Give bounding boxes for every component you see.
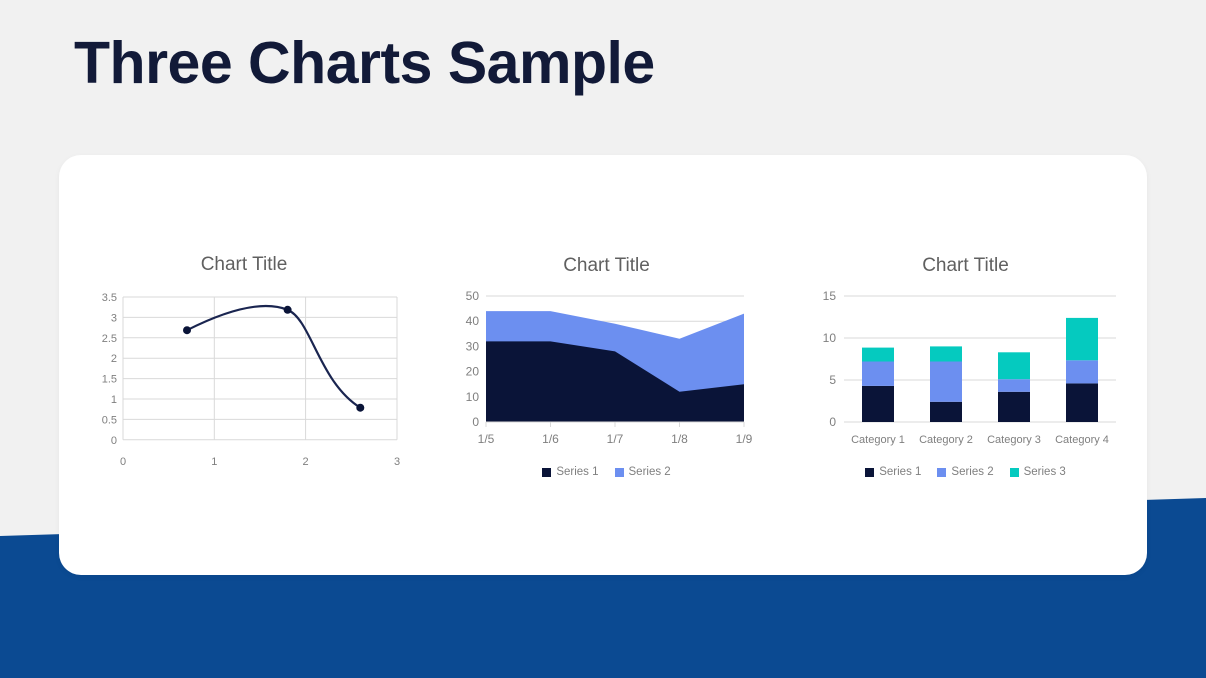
svg-text:30: 30 (466, 339, 480, 353)
chart-2-areas (486, 311, 744, 422)
svg-text:1/6: 1/6 (542, 432, 559, 446)
chart-3-x-tick-labels: Category 1 Category 2 Category 3 Categor… (851, 434, 1109, 446)
chart-2-legend: Series 1 Series 2 (429, 466, 784, 478)
svg-text:0: 0 (472, 415, 479, 429)
legend-label: Series 2 (628, 466, 671, 478)
svg-text:1/8: 1/8 (671, 432, 688, 446)
chart-2-x-tick-labels: 1/5 1/6 1/7 1/8 1/9 (478, 432, 753, 446)
bar-group (1066, 317, 1098, 422)
charts-card: Chart Title 3.5 3 2.5 2 1.5 1 0.5 0 (59, 155, 1147, 575)
legend-item[interactable]: Series 2 (614, 466, 671, 478)
svg-text:1/7: 1/7 (607, 432, 624, 446)
svg-text:2: 2 (303, 456, 309, 468)
svg-text:5: 5 (829, 373, 836, 387)
chart-2-title: Chart Title (563, 255, 650, 276)
chart-1-gridlines (122, 296, 398, 441)
legend-item[interactable]: Series 1 (542, 466, 599, 478)
svg-text:3.5: 3.5 (102, 292, 117, 304)
chart-1-x-axis: 0 1 2 3 (120, 456, 400, 468)
svg-text:2.5: 2.5 (102, 333, 117, 345)
chart-2-y-axis: 50 40 30 20 10 0 (466, 289, 480, 429)
svg-text:3: 3 (111, 312, 117, 324)
legend-swatch-icon (865, 467, 875, 477)
chart-3-plot: 15 10 5 0 (794, 286, 1144, 466)
svg-text:0.5: 0.5 (102, 414, 117, 426)
svg-text:Category 4: Category 4 (1055, 434, 1109, 446)
chart-1-series-1 (183, 304, 365, 412)
svg-text:0: 0 (829, 415, 836, 429)
legend-item[interactable]: Series 1 (865, 466, 921, 478)
svg-text:Category 2: Category 2 (919, 434, 973, 446)
legend-swatch-icon (542, 467, 552, 477)
legend-label: Series 1 (879, 466, 922, 478)
chart-1-title: Chart Title (200, 254, 288, 275)
legend-label: Series 1 (556, 466, 599, 478)
legend-label: Series 2 (951, 466, 994, 478)
svg-text:1/5: 1/5 (478, 432, 495, 446)
chart-2-series-1-area (486, 341, 744, 422)
svg-text:0: 0 (111, 435, 117, 447)
svg-text:1: 1 (211, 456, 217, 468)
chart-3-legend: Series 1 Series 2 Series 3 (784, 466, 1147, 478)
svg-text:3: 3 (394, 456, 400, 468)
svg-text:1: 1 (111, 394, 117, 406)
chart-panel-1: Chart Title 3.5 3 2.5 2 1.5 1 0.5 0 (59, 155, 429, 575)
legend-item[interactable]: Series 3 (1009, 466, 1066, 478)
svg-text:1.5: 1.5 (102, 374, 117, 386)
chart-2-x-axis (485, 422, 745, 427)
svg-text:40: 40 (466, 314, 480, 328)
chart-panel-3: Chart Title 15 10 5 0 (784, 155, 1147, 575)
chart-1-y-axis: 3.5 3 2.5 2 1.5 1 0.5 0 (102, 292, 117, 447)
legend-swatch-icon (937, 467, 947, 477)
chart-3-bars (862, 317, 1098, 422)
svg-text:Category 1: Category 1 (851, 434, 905, 446)
page-title: Three Charts Sample (74, 30, 655, 96)
chart-2-plot: 50 40 30 20 10 0 (434, 286, 774, 466)
bar-group (862, 347, 894, 422)
legend-swatch-icon (614, 467, 624, 477)
svg-text:15: 15 (823, 289, 837, 303)
svg-text:50: 50 (466, 289, 480, 303)
svg-text:20: 20 (466, 365, 480, 379)
svg-text:1/9: 1/9 (736, 432, 753, 446)
chart-panel-2: Chart Title 50 40 30 20 10 0 (429, 155, 784, 575)
chart-3-title: Chart Title (922, 255, 1009, 276)
chart-1-plot: 3.5 3 2.5 2 1.5 1 0.5 0 (79, 287, 409, 487)
chart-3-y-axis: 15 10 5 0 (823, 289, 837, 429)
svg-text:0: 0 (120, 456, 126, 468)
bar-group (998, 352, 1030, 422)
svg-text:10: 10 (466, 390, 480, 404)
legend-label: Series 3 (1023, 466, 1066, 478)
svg-text:2: 2 (111, 353, 117, 365)
svg-text:Category 3: Category 3 (987, 434, 1041, 446)
bar-group (930, 346, 962, 422)
legend-item[interactable]: Series 2 (937, 466, 994, 478)
legend-swatch-icon (1009, 467, 1019, 477)
svg-text:10: 10 (823, 331, 837, 345)
